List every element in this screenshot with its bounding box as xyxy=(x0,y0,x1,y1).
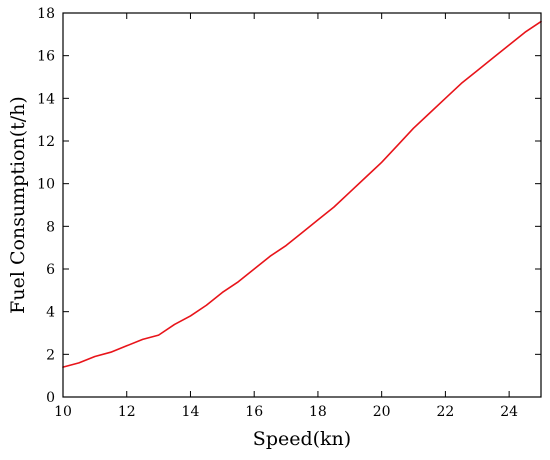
y-tick-label: 0 xyxy=(46,390,55,406)
y-tick-label: 18 xyxy=(37,6,55,22)
x-tick-label: 18 xyxy=(309,404,327,420)
x-tick-label: 10 xyxy=(54,404,72,420)
series-line xyxy=(62,20,542,368)
x-axis-label: Speed(kn) xyxy=(253,428,351,450)
y-tick-label: 8 xyxy=(46,219,55,235)
x-tick-label: 20 xyxy=(373,404,391,420)
y-tick-label: 4 xyxy=(46,305,55,321)
y-tick-label: 16 xyxy=(37,49,55,65)
plot-frame xyxy=(62,12,542,398)
x-tick-label: 14 xyxy=(182,404,200,420)
y-axis-label: Fuel Consumption(t/h) xyxy=(7,96,29,314)
y-tick-label: 12 xyxy=(37,134,55,150)
x-tick-label: 12 xyxy=(118,404,136,420)
y-tick-label: 2 xyxy=(46,347,55,363)
x-tick-label: 16 xyxy=(245,404,263,420)
y-tick-label: 14 xyxy=(37,91,55,107)
y-tick-label: 6 xyxy=(46,262,55,278)
series-layer xyxy=(62,20,542,368)
y-tick-label: 10 xyxy=(37,177,55,193)
x-tick-label: 24 xyxy=(500,404,518,420)
x-tick-label: 22 xyxy=(436,404,454,420)
